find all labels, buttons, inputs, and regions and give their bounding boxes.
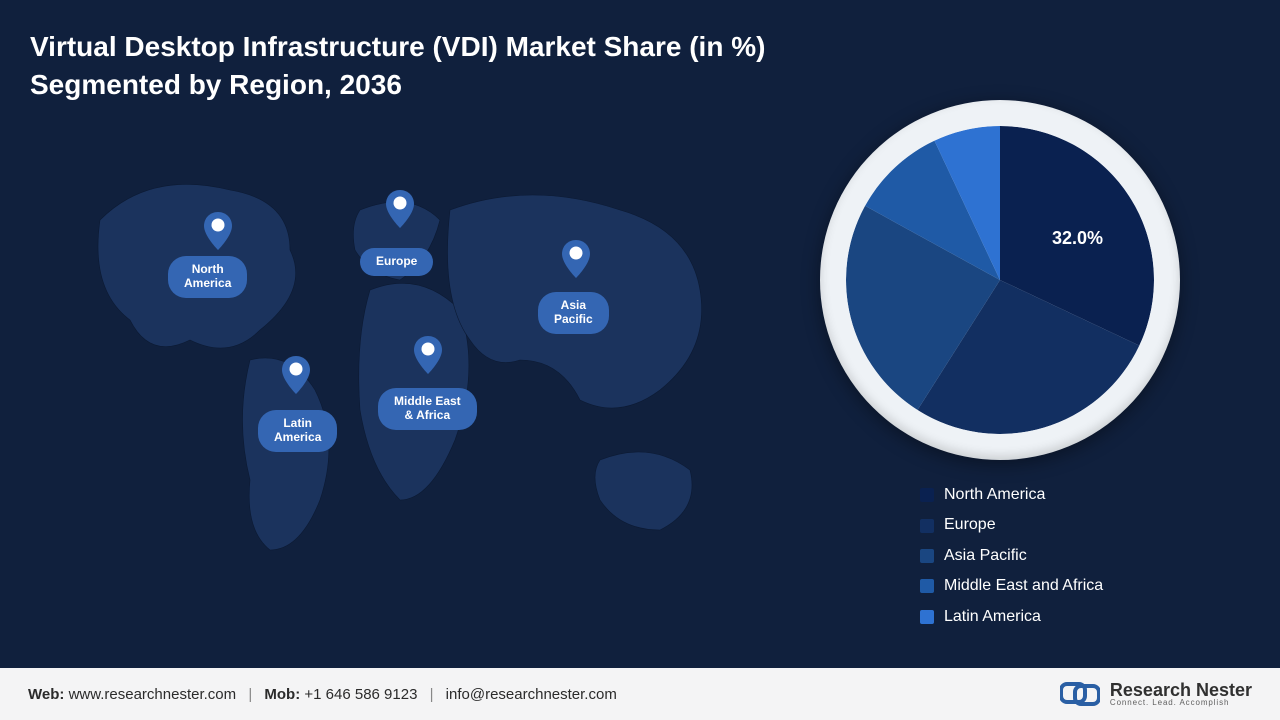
page-title: Virtual Desktop Infrastructure (VDI) Mar… xyxy=(30,28,765,104)
region-pill: Middle East& Africa xyxy=(378,388,477,430)
map-pin-icon xyxy=(282,356,310,394)
legend-item: North America xyxy=(920,480,1103,510)
map-pin-icon xyxy=(204,212,232,250)
web-label: Web: xyxy=(28,686,64,703)
legend-swatch xyxy=(920,488,934,502)
region-pill: Europe xyxy=(360,248,433,276)
legend-swatch xyxy=(920,519,934,533)
legend-item: Asia Pacific xyxy=(920,541,1103,571)
legend-label: Latin America xyxy=(944,602,1041,632)
title-line-1: Virtual Desktop Infrastructure (VDI) Mar… xyxy=(30,31,765,62)
brand-name: Research Nester xyxy=(1110,681,1252,699)
legend-item: Middle East and Africa xyxy=(920,571,1103,601)
legend-label: North America xyxy=(944,480,1045,510)
map-pin-icon xyxy=(414,336,442,374)
region-pill: NorthAmerica xyxy=(168,256,247,298)
legend-swatch xyxy=(920,579,934,593)
legend-item: Latin America xyxy=(920,602,1103,632)
brand-logo: Research Nester Connect. Lead. Accomplis… xyxy=(1060,680,1252,708)
legend-item: Europe xyxy=(920,510,1103,540)
footer-contact: Web: www.researchnester.com | Mob: +1 64… xyxy=(28,686,617,703)
legend-label: Middle East and Africa xyxy=(944,571,1103,601)
legend-label: Europe xyxy=(944,510,996,540)
brand-icon xyxy=(1060,680,1100,708)
mob-value: +1 646 586 9123 xyxy=(304,686,417,703)
world-map: NorthAmerica Europe AsiaPacific Middle East… xyxy=(60,160,740,580)
pie-chart xyxy=(846,126,1154,434)
separator: | xyxy=(430,686,434,703)
brand-tagline: Connect. Lead. Accomplish xyxy=(1110,699,1252,707)
legend: North AmericaEuropeAsia PacificMiddle Ea… xyxy=(920,480,1103,632)
footer-bar: Web: www.researchnester.com | Mob: +1 64… xyxy=(0,668,1280,720)
separator: | xyxy=(248,686,252,703)
pie-chart-container: 32.0% xyxy=(820,100,1180,460)
pie-highlight-label: 32.0% xyxy=(1052,228,1103,249)
region-pill: LatinAmerica xyxy=(258,410,337,452)
legend-swatch xyxy=(920,549,934,563)
title-line-2: Segmented by Region, 2036 xyxy=(30,69,402,100)
web-value: www.researchnester.com xyxy=(69,686,237,703)
legend-swatch xyxy=(920,610,934,624)
region-pill: AsiaPacific xyxy=(538,292,609,334)
map-pin-icon xyxy=(386,190,414,228)
mob-label: Mob: xyxy=(264,686,300,703)
legend-label: Asia Pacific xyxy=(944,541,1027,571)
email-value: info@researchnester.com xyxy=(446,686,617,703)
map-pin-icon xyxy=(562,240,590,278)
